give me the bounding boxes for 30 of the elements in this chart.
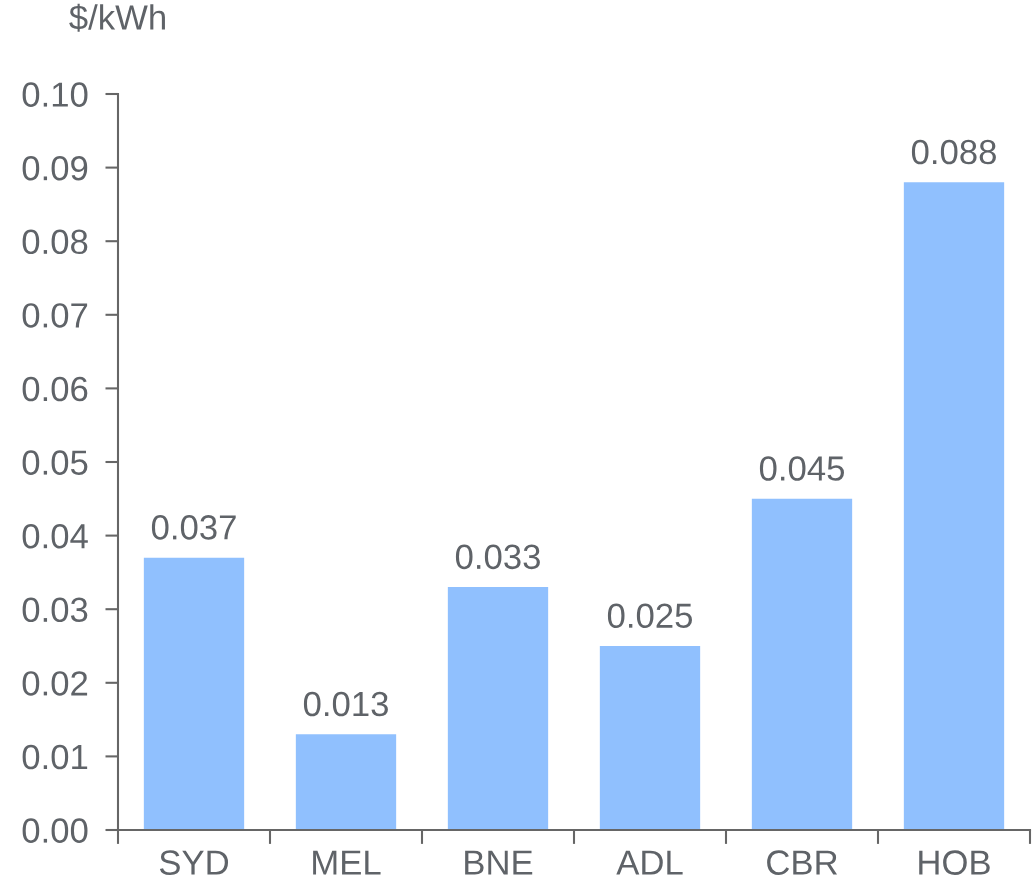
y-tick-label: 0.02 (22, 671, 88, 696)
data-label: 0.013 (303, 691, 388, 717)
data-label: 0.088 (911, 139, 996, 165)
data-label: 0.025 (607, 603, 692, 629)
bar (143, 557, 245, 830)
y-tick-label: 0.04 (22, 523, 88, 549)
data-label: 0.037 (151, 515, 236, 540)
x-tick-label: MEL (313, 850, 381, 875)
x-tick-label: CBR (767, 850, 838, 875)
y-tick-label: 0.05 (22, 450, 88, 475)
x-tick-label: BNE (465, 850, 533, 875)
y-tick-label: 0.09 (22, 155, 88, 181)
bar (903, 182, 1005, 830)
y-tick-label: 0.10 (22, 82, 88, 107)
bar (295, 734, 397, 830)
y-axis-title: $/kWh (69, 3, 165, 32)
y-tick-label: 0.03 (22, 597, 88, 623)
y-tick-label: 0.06 (22, 376, 88, 402)
x-tick-label: ADL (616, 850, 683, 875)
bar (751, 498, 853, 830)
bar (599, 646, 701, 830)
y-tick-label: 0.07 (22, 303, 88, 328)
y-tick-label: 0.08 (22, 229, 88, 255)
bar (447, 587, 549, 830)
y-tick-label: 0.00 (22, 818, 88, 843)
x-tick-label: HOB (919, 850, 990, 875)
data-label: 0.033 (455, 544, 540, 570)
data-label: 0.045 (759, 456, 844, 481)
y-tick-label: 0.01 (22, 744, 88, 770)
x-tick-label: SYD (159, 850, 229, 875)
